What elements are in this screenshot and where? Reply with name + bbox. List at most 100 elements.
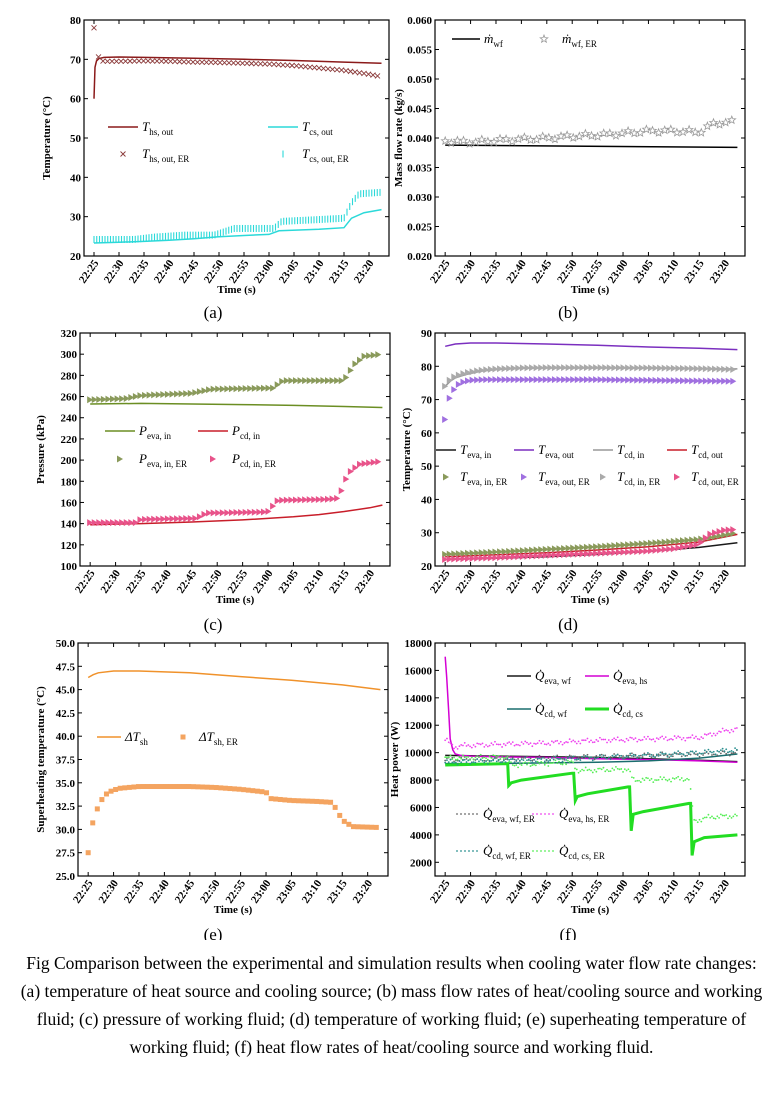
series-T-cd-in-ER-point bbox=[446, 376, 453, 384]
series-T-eva-in-ER-point bbox=[556, 545, 563, 553]
series-Q-cd-wf-ER-point bbox=[728, 750, 731, 753]
chart-panel-e: 25.0 27.5 30.0 32.5 35.0 37.5 40.0 42.5 45.0 47.5… bbox=[35, 638, 389, 940]
legend-swatch bbox=[464, 813, 466, 815]
y-tick-label: 0.020 bbox=[407, 251, 432, 263]
series-Q-cd-cs-ER-point bbox=[595, 770, 598, 773]
series-Q-cd-cs-ER-point bbox=[536, 760, 539, 763]
series-m-wf-ER-point bbox=[568, 132, 579, 142]
series-Q-eva-hs-ER-point bbox=[476, 742, 479, 745]
x-tick-label: 22:35 bbox=[124, 567, 149, 595]
x-tick-label: 23:10 bbox=[657, 567, 682, 595]
series-Q-eva-hs-ER-point bbox=[622, 739, 624, 742]
series-T-hs-out-ER-point bbox=[118, 58, 124, 65]
series-Q-cd-wf-ER-point bbox=[485, 760, 487, 763]
series-T-eva-in-ER-point bbox=[680, 537, 686, 545]
legend-label: Ths, out, ER bbox=[142, 146, 189, 164]
legend-label: Q̇eva, hs bbox=[613, 668, 648, 686]
series-T-eva-in-ER bbox=[442, 529, 737, 558]
series-Q-cd-cs-ER-point bbox=[696, 821, 699, 824]
series-T-cd-out-ER-point bbox=[570, 550, 577, 558]
series-Q-cd-wf-ER-point bbox=[540, 758, 543, 760]
y-tick-label: 0.025 bbox=[407, 222, 432, 234]
series-Q-cd-wf-ER-point bbox=[714, 753, 717, 756]
legend-label: Tcd, out, ER bbox=[691, 469, 739, 487]
legend-label: ṁwf, ER bbox=[562, 31, 597, 49]
series-P-cd-in-ER-point bbox=[114, 519, 121, 527]
x-tick-label: 22:50 bbox=[555, 567, 580, 595]
series-Q-eva-hs-ER-point bbox=[549, 744, 552, 746]
series-Q-eva-hs-ER-point bbox=[540, 742, 543, 745]
series-Q-cd-cs-ER-point bbox=[559, 763, 562, 765]
series-T-hs-out-ER-point bbox=[298, 63, 304, 70]
series-T-cd-out-ER-point bbox=[487, 554, 494, 562]
y-axis-label: Mass flow rate (kg/s) bbox=[393, 89, 405, 187]
series-Q-cd-cs-ER-point bbox=[593, 768, 596, 771]
series-T-eva-out-ER-point bbox=[570, 376, 577, 384]
series-Q-cd-wf-ER-point bbox=[735, 748, 738, 751]
series-Q-cd-cs-ER-point bbox=[518, 763, 521, 765]
series-Q-cd-cs-ER-point bbox=[447, 756, 450, 759]
series-Q-eva-hs-ER-point bbox=[451, 743, 454, 746]
series-T-eva-out-ER-point bbox=[551, 376, 558, 384]
series-T-cd-out-ER-point bbox=[583, 550, 590, 558]
series-Q-cd-cs-ER-point bbox=[707, 813, 710, 816]
series-m-wf-ER-point bbox=[440, 135, 451, 146]
series-T-hs-out-ER-point bbox=[307, 64, 313, 70]
series-Q-eva-hs-ER-point bbox=[566, 741, 569, 744]
y-tick-label: 100 bbox=[61, 561, 78, 573]
series-P-cd-in-ER-point bbox=[132, 519, 139, 527]
series-T-cs-out-ER bbox=[93, 188, 381, 243]
series-Q-cd-wf-ER-point bbox=[588, 757, 591, 760]
series-P-eva-in-ER-point bbox=[292, 377, 299, 385]
series-T-cd-out-ER-point bbox=[597, 549, 604, 557]
series-Q-eva-hs-ER-point bbox=[657, 738, 660, 741]
series-Q-cd-wf-ER-point bbox=[707, 748, 710, 751]
series-T-cd-in-ER-point bbox=[497, 365, 504, 373]
series-m-wf-ER-point bbox=[647, 125, 658, 135]
series-P-eva-in-ER-point bbox=[274, 381, 281, 389]
series-P-cd-in-ER-point bbox=[283, 496, 290, 504]
series-Q-eva-hs-ER-point bbox=[673, 735, 676, 737]
series-P-cd-in-ER-point bbox=[151, 515, 158, 523]
panel-label: (e) bbox=[204, 925, 223, 940]
series-T-cd-in-ER-point bbox=[561, 364, 568, 372]
series-m-wf-ER-point bbox=[458, 135, 469, 145]
series-Q-cd-cs-ER-point bbox=[604, 770, 607, 773]
series-Q-eva-hs-ER-point bbox=[705, 733, 708, 736]
series-Q-eva-wf-ER-point bbox=[677, 753, 680, 756]
series-Q-eva-hs-ER-point bbox=[533, 742, 535, 745]
series-Q-eva-wf-ER-point bbox=[680, 755, 683, 758]
series-T-cd-in-ER-point bbox=[643, 364, 650, 372]
series-Q-eva-wf-ER-point bbox=[620, 756, 623, 759]
series-Q-eva-hs-ER-point bbox=[604, 738, 607, 741]
y-tick-label: 8000 bbox=[410, 775, 433, 787]
series-T-hs-out-ER-point bbox=[176, 58, 183, 65]
series-T-cd-in-ER-point bbox=[556, 364, 563, 372]
series-Q-eva-wf-ER-point bbox=[583, 754, 585, 756]
legend-label: Q̇cd, wf bbox=[535, 701, 567, 719]
series-T-eva-in-ER-point bbox=[643, 539, 650, 547]
legend-swatch bbox=[532, 813, 534, 815]
series-P-eva-in-ER-point bbox=[174, 390, 181, 398]
series-T-cd-out-ER-point bbox=[506, 553, 513, 561]
series-Q-eva-hs-ER-point bbox=[478, 742, 480, 745]
legend-swatch bbox=[544, 850, 546, 852]
panel-label: (d) bbox=[558, 615, 578, 634]
series-m-wf-ER-point bbox=[702, 120, 713, 131]
series-Q-cd-cs-ER-point bbox=[485, 757, 487, 760]
series-Q-eva-hs-ER-point bbox=[675, 737, 678, 739]
series-Q-cd-wf-ER-point bbox=[579, 759, 582, 762]
series-Q-cd-cs-ER-point bbox=[631, 776, 633, 779]
series-T-hs-out-ER-point bbox=[181, 58, 187, 65]
series-T-cd-in-ER-point bbox=[551, 364, 558, 372]
series-Q-cd-wf-ER-point bbox=[467, 759, 470, 762]
series-Q-cd-wf-ER-point bbox=[584, 754, 587, 757]
series-dT-sh-ER-point bbox=[323, 799, 329, 805]
series-Q-eva-hs-ER-point bbox=[513, 744, 516, 747]
x-tick-label: 22:55 bbox=[226, 567, 251, 595]
series-Q-cd-cs-ER-point bbox=[634, 780, 637, 783]
series-T-cd-out-ER-point bbox=[455, 555, 462, 563]
series-Q-eva-hs-ER-point bbox=[556, 739, 559, 742]
legend-entry: Teva, in, ER bbox=[443, 469, 507, 487]
series-Q-eva-hs-ER-point bbox=[735, 727, 738, 729]
